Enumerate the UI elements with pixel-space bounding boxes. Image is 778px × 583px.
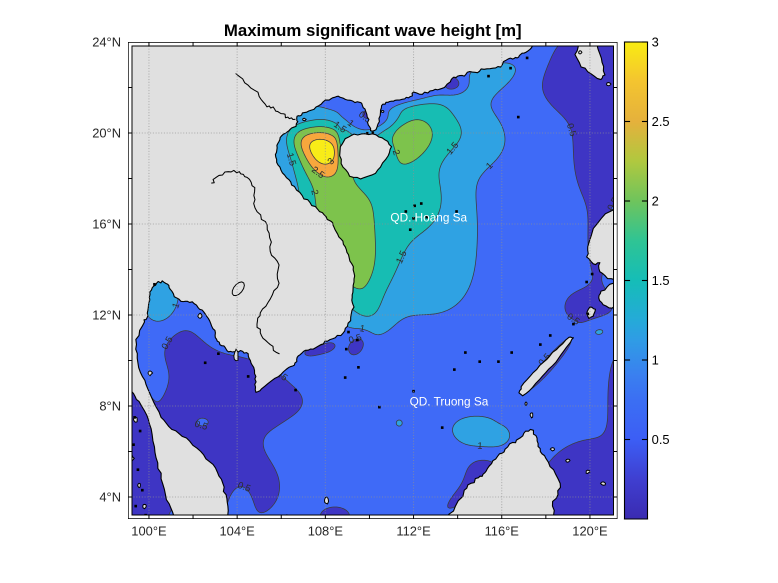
svg-text:108°E: 108°E [308, 523, 344, 538]
svg-text:Maximum significant wave heigh: Maximum significant wave height [m] [224, 21, 522, 40]
svg-text:104°E: 104°E [219, 523, 255, 538]
svg-text:16°N: 16°N [92, 217, 121, 232]
svg-text:116°E: 116°E [485, 523, 520, 538]
svg-text:1.5: 1.5 [652, 273, 670, 288]
svg-text:1.5: 1.5 [284, 152, 298, 168]
svg-text:3: 3 [326, 156, 337, 168]
svg-text:2.5: 2.5 [652, 114, 670, 129]
svg-text:1: 1 [345, 118, 356, 130]
svg-text:0.5: 0.5 [564, 122, 578, 138]
svg-text:4°N: 4°N [99, 490, 121, 505]
svg-text:120°E: 120°E [572, 523, 608, 538]
svg-text:QD. Truong Sa: QD. Truong Sa [410, 395, 489, 409]
svg-text:1: 1 [170, 301, 182, 310]
svg-text:0.5: 0.5 [652, 432, 670, 447]
svg-text:1.5: 1.5 [394, 249, 410, 266]
svg-text:2: 2 [308, 189, 320, 196]
svg-text:8°N: 8°N [99, 399, 121, 414]
svg-text:2: 2 [390, 148, 402, 156]
svg-text:2: 2 [652, 194, 659, 209]
svg-text:24°N: 24°N [92, 35, 121, 50]
svg-text:112°E: 112°E [396, 523, 431, 538]
svg-text:1: 1 [477, 441, 483, 452]
svg-text:3: 3 [652, 35, 659, 50]
svg-text:1: 1 [652, 353, 659, 368]
svg-text:12°N: 12°N [92, 308, 121, 323]
svg-text:0.5: 0.5 [236, 480, 252, 495]
svg-text:0.5: 0.5 [347, 332, 363, 346]
svg-text:20°N: 20°N [92, 126, 121, 141]
svg-text:1: 1 [484, 160, 495, 172]
svg-text:1: 1 [359, 323, 366, 335]
svg-text:QD. Hoàng Sa: QD. Hoàng Sa [390, 210, 467, 224]
svg-text:0.5: 0.5 [193, 419, 209, 433]
svg-text:100°E: 100°E [131, 523, 167, 538]
